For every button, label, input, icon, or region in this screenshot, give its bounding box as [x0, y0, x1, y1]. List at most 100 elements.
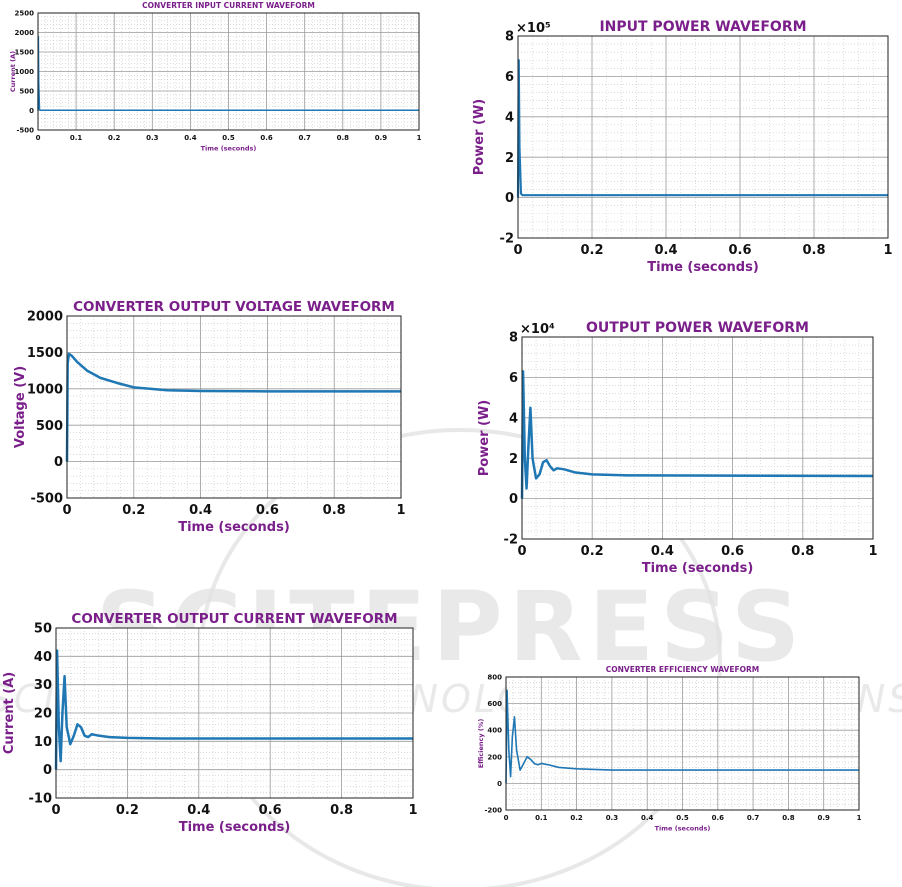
y-tick-label: 20: [34, 707, 52, 722]
x-tick-label: 0.8: [782, 814, 795, 822]
x-axis-label: Time (seconds): [201, 145, 257, 153]
x-tick-label: 0.4: [189, 503, 212, 518]
chart-title: CONVERTER OUTPUT VOLTAGE WAVEFORM: [73, 299, 395, 315]
y-tick-label: 1000: [27, 382, 63, 397]
y-tick-label: 6: [509, 371, 518, 386]
x-tick-label: 0.4: [654, 243, 677, 258]
y-tick-label: 4: [509, 411, 518, 426]
x-tick-label: 0: [51, 803, 60, 818]
x-tick-label: 0.5: [222, 134, 235, 142]
y-tick-label: 200: [487, 753, 502, 761]
y-tick-label: 0: [509, 492, 518, 507]
plot-frame: [521, 336, 874, 540]
series-line: [65, 352, 401, 462]
x-tick-label: 0.5: [676, 814, 689, 822]
series-line: [505, 689, 859, 784]
x-tick-label: 0: [36, 134, 41, 142]
x-tick-label: 0.8: [791, 544, 814, 559]
y-tick-label: 500: [19, 87, 34, 95]
x-tick-label: 0: [62, 503, 71, 518]
series-line: [520, 370, 874, 499]
chart-title: CONVERTER OUTPUT CURRENT WAVEFORM: [71, 611, 397, 627]
x-axis-label: Time (seconds): [647, 260, 759, 275]
chart-output-voltage: 0 0.2 0.4 0.6 0.8 1-5000500100015002000CONVER…: [13, 299, 405, 535]
x-tick-label: 0.2: [580, 243, 603, 258]
series-line: [54, 649, 413, 770]
y-tick-label: 2000: [15, 29, 35, 37]
x-tick-label: 0.1: [535, 814, 548, 822]
chart-title: CONVERTER INPUT CURRENT WAVEFORM: [142, 1, 315, 10]
y-tick-label: 800: [487, 673, 502, 681]
x-tick-label: 0.8: [337, 134, 350, 142]
x-tick-label: 0.1: [70, 134, 83, 142]
y-tick-label: 1000: [15, 68, 35, 76]
y-tick-label: 10: [34, 735, 52, 750]
x-tick-label: 0.6: [728, 243, 751, 258]
x-tick-label: 0.2: [122, 503, 145, 518]
y-tick-label: 30: [34, 678, 52, 693]
y-tick-label: -500: [16, 126, 34, 134]
y-tick-label: 1500: [15, 48, 35, 56]
chart-input-current: 0 0.1 0.2 0.3 0.4 0.5 0.6 0.7 0.8 0.9 1-5000500100…: [9, 1, 422, 153]
x-axis-label: Time (seconds): [642, 561, 754, 576]
x-tick-label: 0.9: [817, 814, 830, 822]
x-tick-label: 0.6: [712, 814, 725, 822]
series-line: [516, 59, 888, 198]
x-tick-label: 0.9: [375, 134, 388, 142]
axis-exponent: ×10⁵: [516, 21, 551, 36]
x-tick-label: 0.7: [298, 134, 311, 142]
chart-title: CONVERTER EFFICIENCY WAVEFORM: [606, 665, 759, 674]
x-tick-label: 1: [408, 803, 417, 818]
plot-frame: [37, 12, 420, 131]
x-tick-label: 0.4: [187, 803, 210, 818]
x-axis-label: Time (seconds): [179, 820, 291, 835]
y-tick-label: 2: [505, 151, 514, 166]
y-tick-label: -2: [504, 533, 518, 548]
x-tick-label: 0.8: [323, 503, 346, 518]
x-tick-label: 1: [857, 814, 862, 822]
x-tick-label: 0: [517, 544, 526, 559]
x-tick-label: 0.6: [721, 544, 744, 559]
y-tick-label: 8: [509, 331, 518, 346]
y-tick-label: -2: [500, 232, 514, 247]
axis-exponent: ×10⁴: [520, 322, 555, 337]
plot-frame: [505, 676, 860, 811]
x-tick-label: 0.2: [108, 134, 121, 142]
plot-frame: [66, 315, 402, 499]
y-tick-label: 0: [29, 107, 34, 115]
x-axis-label: Time (seconds): [178, 520, 290, 535]
y-tick-label: 0: [497, 780, 502, 788]
y-tick-label: 4: [505, 110, 514, 125]
x-tick-label: 0.3: [146, 134, 159, 142]
y-axis-label: Current (A): [2, 672, 17, 754]
plot-frame: [517, 35, 889, 239]
chart-efficiency: 0 0.1 0.2 0.3 0.4 0.5 0.6 0.7 0.8 0.9 1-2000200400…: [477, 665, 862, 833]
x-tick-label: 1: [883, 243, 892, 258]
y-axis-label: Voltage (V): [13, 366, 28, 448]
x-tick-label: 1: [868, 544, 877, 559]
x-tick-label: 1: [417, 134, 422, 142]
y-tick-label: 1500: [27, 346, 63, 361]
x-tick-label: 0.2: [581, 544, 604, 559]
y-tick-label: -500: [30, 492, 63, 507]
y-axis-label: Current (A): [9, 51, 17, 92]
x-tick-label: 0.3: [606, 814, 619, 822]
y-tick-label: 600: [487, 700, 502, 708]
x-tick-label: 0.6: [256, 503, 279, 518]
plot-area: [67, 316, 401, 498]
x-tick-label: 0.4: [184, 134, 197, 142]
x-tick-label: 0.8: [802, 243, 825, 258]
x-tick-label: 0.2: [570, 814, 583, 822]
y-tick-label: 2: [509, 452, 518, 467]
x-tick-label: 0.4: [641, 814, 654, 822]
y-tick-label: -10: [29, 792, 53, 807]
x-tick-label: 0.6: [260, 134, 273, 142]
y-tick-label: 50: [34, 622, 52, 637]
x-tick-label: 0.4: [651, 544, 674, 559]
y-tick-label: 0: [505, 191, 514, 206]
x-tick-label: 0.6: [259, 803, 282, 818]
plot-area: [522, 337, 873, 539]
y-tick-label: 6: [505, 70, 514, 85]
